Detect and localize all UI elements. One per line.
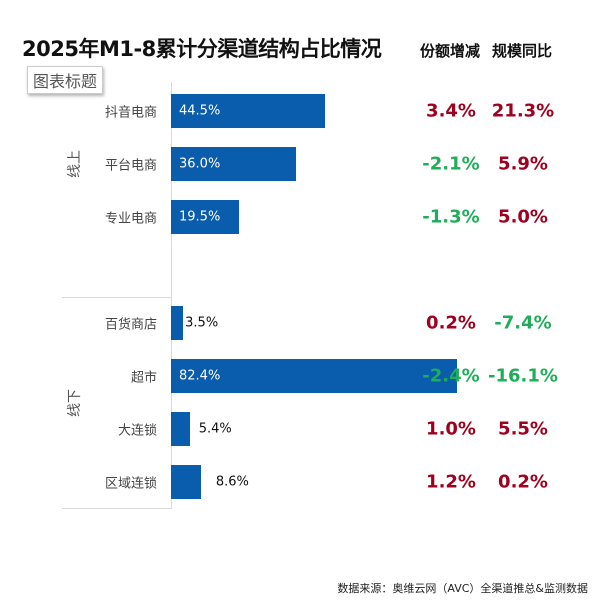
yoy-value: 5.5% <box>498 418 548 440</box>
yoy-value: -7.4% <box>494 312 552 334</box>
share-change-value: -1.3% <box>422 206 480 228</box>
value-label: 82.4% <box>179 368 221 384</box>
bar <box>171 412 190 446</box>
bar <box>171 200 239 234</box>
source-note: 数据来源：奥维云网（AVC）全渠道推总&监测数据 <box>337 582 588 595</box>
category-label: 抖音电商 <box>104 105 157 121</box>
header-yoy: 规模同比 <box>492 42 553 60</box>
yoy-value: 0.2% <box>498 471 548 493</box>
share-change-value: 3.4% <box>426 100 476 122</box>
group-label: 线上 <box>67 150 83 178</box>
group-label: 线下 <box>67 388 83 417</box>
share-change-value: 0.2% <box>426 312 476 334</box>
bar <box>171 306 184 340</box>
category-axis <box>171 82 172 508</box>
bar <box>171 359 457 393</box>
header-share-change: 份额增减 <box>420 42 481 60</box>
category-label: 百货商店 <box>104 317 157 333</box>
yoy-value: 5.9% <box>498 153 548 175</box>
share-change-value: -2.4% <box>422 365 480 387</box>
value-label: 36.0% <box>179 156 221 172</box>
yoy-value: -16.1% <box>488 365 558 387</box>
share-change-value: 1.0% <box>426 418 476 440</box>
bar <box>171 147 296 181</box>
chart-title: 2025年M1-8累计分渠道结构占比情况 <box>22 37 382 61</box>
value-label: 5.4% <box>198 421 232 437</box>
yoy-value: 5.0% <box>498 206 548 228</box>
group-divider <box>62 297 172 298</box>
value-label: 44.5% <box>179 103 221 119</box>
value-label: 8.6% <box>215 474 249 490</box>
share-change-value: -2.1% <box>422 153 480 175</box>
category-label: 大连锁 <box>117 423 157 439</box>
bar <box>171 94 326 128</box>
bar <box>171 465 201 499</box>
category-label: 超市 <box>130 370 157 386</box>
axis-bottom-line <box>62 508 172 509</box>
category-label: 专业电商 <box>104 211 157 227</box>
chart-title-placeholder[interactable]: 图表标题 <box>27 66 104 94</box>
category-label: 区域连锁 <box>104 476 157 492</box>
value-label: 19.5% <box>179 209 221 225</box>
share-change-value: 1.2% <box>426 471 476 493</box>
value-label: 3.5% <box>185 315 219 331</box>
yoy-value: 21.3% <box>491 100 555 122</box>
category-label: 平台电商 <box>104 158 157 174</box>
